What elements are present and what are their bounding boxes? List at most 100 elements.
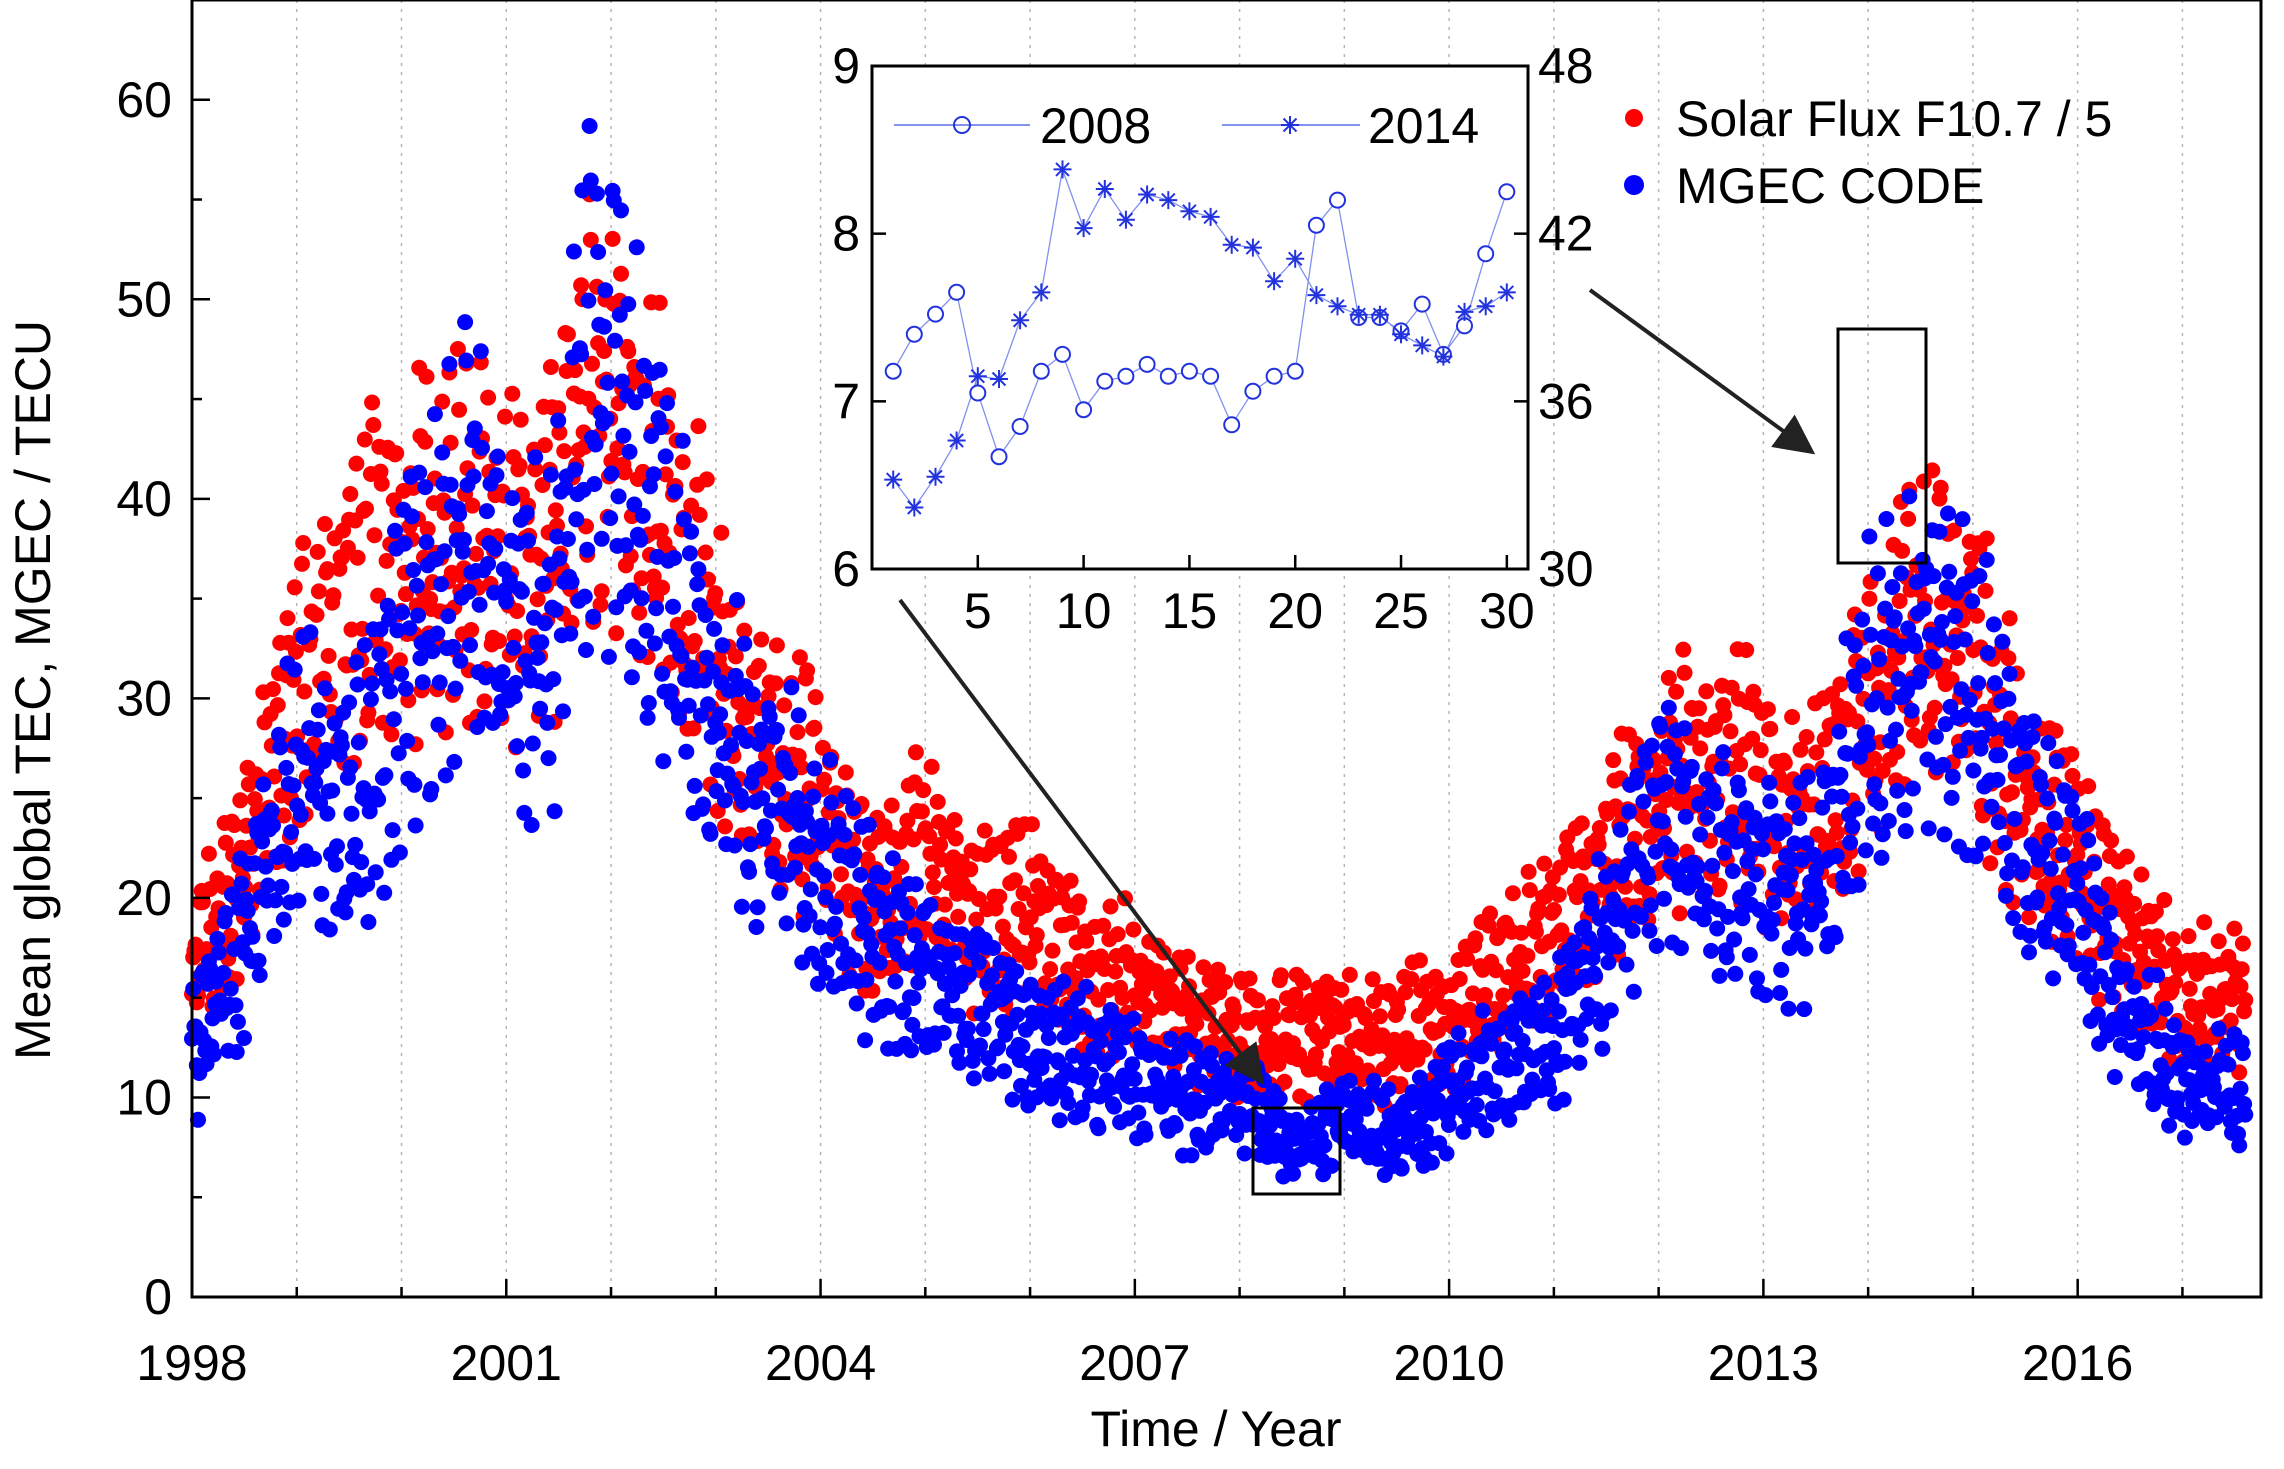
scatter-point <box>1102 898 1119 915</box>
scatter-point <box>381 611 397 628</box>
scatter-point <box>2118 961 2135 978</box>
scatter-point <box>1900 510 1917 527</box>
scatter-point <box>1162 1030 1179 1047</box>
scatter-point <box>217 905 234 921</box>
scatter-point <box>1814 799 1831 816</box>
scatter-point <box>1658 792 1675 808</box>
scatter-point <box>1971 568 1988 584</box>
scatter-point <box>1316 1137 1333 1154</box>
scatter-point <box>1776 755 1793 771</box>
scatter-point <box>512 411 529 428</box>
scatter-point <box>968 911 985 928</box>
scatter-point <box>222 927 239 944</box>
scatter-point <box>615 427 632 444</box>
scatter-point <box>1857 842 1874 859</box>
scatter-point <box>2122 1024 2139 1041</box>
scatter-point <box>1878 511 1895 527</box>
scatter-point <box>1210 961 1226 978</box>
scatter-point <box>2196 914 2213 931</box>
scatter-point <box>805 788 822 805</box>
scatter-point <box>608 625 625 642</box>
scatter-point <box>651 294 668 311</box>
inset-point-2008 <box>1223 416 1241 434</box>
scatter-point <box>610 488 627 505</box>
scatter-point <box>550 412 567 429</box>
scatter-point <box>652 419 669 436</box>
scatter-point <box>2149 928 2166 945</box>
scatter-point <box>585 608 602 625</box>
scatter-point <box>727 648 744 665</box>
scatter-point <box>903 1042 920 1059</box>
scatter-point <box>478 503 495 520</box>
scatter-point <box>1051 1112 1068 1129</box>
inset-point-2014 <box>1455 302 1474 321</box>
scatter-point <box>1478 1122 1495 1139</box>
scatter-point <box>1831 723 1848 740</box>
scatter-point <box>1117 1029 1133 1046</box>
scatter-point <box>1467 930 1484 947</box>
scatter-point <box>1172 1047 1189 1064</box>
inset-point-2014 <box>1074 219 1093 238</box>
x-tick-label: 2013 <box>1708 1335 1819 1391</box>
inset-point-2014 <box>1370 305 1389 324</box>
scatter-point <box>1067 970 1084 986</box>
scatter-point <box>1726 931 1743 948</box>
scatter-point <box>972 1037 988 1054</box>
scatter-point <box>358 500 374 517</box>
scatter-point <box>202 960 219 977</box>
scatter-point <box>396 535 413 552</box>
scatter-point <box>1964 593 1981 610</box>
scatter-point <box>1589 938 1606 955</box>
scatter-point <box>1569 889 1585 906</box>
scatter-point <box>1724 863 1741 880</box>
scatter-point <box>1711 877 1728 894</box>
scatter-point <box>296 683 313 700</box>
inset-plot-frame <box>870 64 1530 571</box>
y-tick-label: 20 <box>116 870 172 926</box>
scatter-point <box>472 354 489 371</box>
inset-point-2014 <box>1265 272 1284 291</box>
scatter-point <box>434 444 451 461</box>
scatter-point <box>646 635 663 652</box>
scatter-point <box>1042 961 1059 978</box>
scatter-point <box>604 230 621 247</box>
scatter-point <box>1695 911 1712 928</box>
scatter-point <box>923 758 940 775</box>
inset-point-2008 <box>1307 216 1325 234</box>
scatter-point <box>407 817 424 834</box>
scatter-point <box>1543 991 1560 1008</box>
scatter-point <box>1936 826 1953 843</box>
scatter-point <box>343 805 360 822</box>
scatter-point <box>359 876 376 893</box>
inset-point-2014 <box>1095 180 1114 198</box>
scatter-point <box>365 417 382 433</box>
scatter-point <box>818 964 835 981</box>
scatter-point <box>771 884 788 901</box>
scatter-point <box>2147 903 2164 920</box>
scatter-point <box>411 464 428 481</box>
inset-legend-marker-2008 <box>953 116 971 134</box>
inset-point-2014 <box>1116 210 1135 229</box>
main-y-axis-ticks: 0 10 20 30 40 50 60 <box>116 0 210 1325</box>
scatter-point <box>799 662 816 679</box>
scatter-point <box>442 476 459 493</box>
scatter-point <box>1734 910 1751 927</box>
scatter-point <box>817 889 834 906</box>
scatter-point <box>1688 784 1705 801</box>
scatter-point <box>492 706 509 723</box>
scatter-point <box>215 964 232 981</box>
scatter-point <box>1862 626 1879 643</box>
scatter-point <box>225 887 242 904</box>
scatter-point <box>2086 855 2103 872</box>
scatter-point <box>2064 802 2081 819</box>
scatter-point <box>418 534 435 551</box>
main-plot-frame <box>190 0 2263 1299</box>
scatter-point <box>1844 818 1861 835</box>
scatter-point <box>1848 677 1865 694</box>
scatter-point <box>698 649 715 666</box>
scatter-point <box>2166 1017 2182 1034</box>
scatter-point <box>1703 942 1720 959</box>
scatter-point <box>556 443 573 460</box>
scatter-point <box>1602 1002 1619 1019</box>
scatter-point <box>2161 1117 2178 1134</box>
